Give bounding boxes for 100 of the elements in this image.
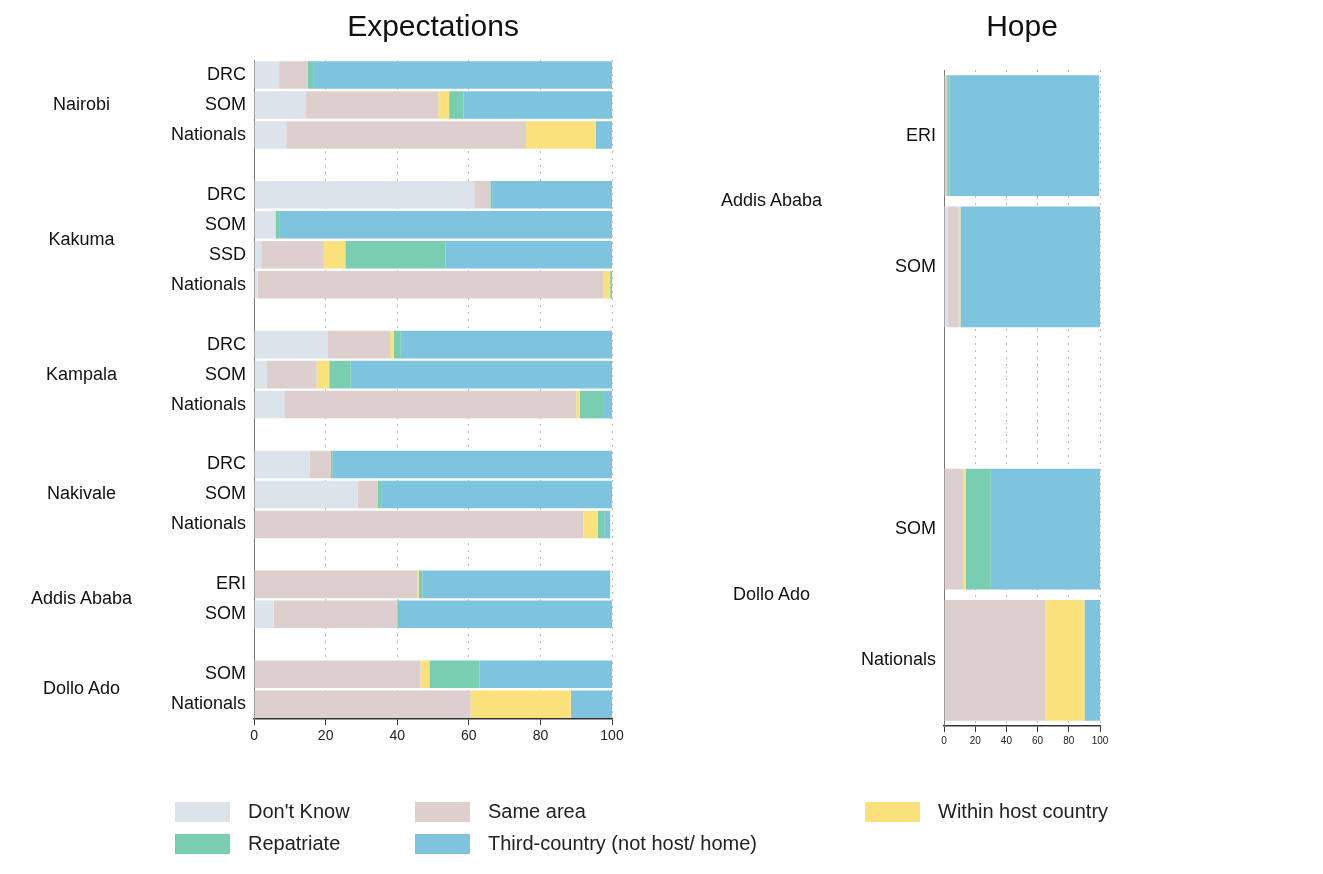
text: Nakivale xyxy=(46,483,117,504)
text: Addis Ababa xyxy=(30,588,134,609)
bar xyxy=(357,480,378,509)
legend-label: Same area xyxy=(488,800,586,823)
bar xyxy=(445,240,612,269)
x-tick-label: 80 xyxy=(532,727,549,744)
y-tick-label: Nationals xyxy=(860,649,937,670)
bar xyxy=(254,91,306,119)
y-tick-label: DRC xyxy=(207,183,247,204)
bar xyxy=(323,240,346,269)
x-tick-label: 100 xyxy=(1091,734,1109,746)
bar xyxy=(286,121,527,149)
bar xyxy=(284,390,577,419)
y-tick-label: SOM xyxy=(205,483,247,504)
bar xyxy=(603,390,612,419)
y-tick-label: SSD xyxy=(209,243,247,264)
x-tick-label: 20 xyxy=(969,734,982,746)
bar xyxy=(1084,600,1100,721)
bar xyxy=(576,390,580,419)
y-tick-label: Nationals xyxy=(170,123,247,144)
y-tick-label: Nationals xyxy=(170,693,247,714)
y-tick-label: DRC xyxy=(207,453,247,474)
bar xyxy=(960,206,1100,328)
bar xyxy=(965,468,991,590)
bar xyxy=(273,600,398,629)
y-tick-label: SOM xyxy=(205,93,247,114)
legend-label: Repatriate xyxy=(248,832,341,855)
bar xyxy=(470,690,571,718)
x-tick-label: 20 xyxy=(317,727,334,744)
bar xyxy=(947,206,959,328)
bar xyxy=(474,181,491,209)
bar xyxy=(254,660,421,689)
bar xyxy=(393,330,401,359)
bar xyxy=(429,660,480,689)
bar xyxy=(313,61,612,89)
bar xyxy=(254,480,358,509)
bar xyxy=(327,330,391,359)
bar xyxy=(309,450,331,479)
bar xyxy=(305,91,439,119)
y-tick-label: ERI xyxy=(906,124,937,145)
bar xyxy=(279,61,308,89)
bar xyxy=(399,600,612,629)
bar xyxy=(422,570,611,599)
bar xyxy=(254,181,475,209)
bar xyxy=(257,270,604,299)
bar xyxy=(492,181,612,209)
y-tick-label: SOM xyxy=(895,255,937,276)
y-tick-label: SOM xyxy=(205,663,247,684)
bar xyxy=(254,570,417,599)
bar xyxy=(254,121,287,149)
legend-label: Third-country (not host/ home) xyxy=(488,832,757,855)
bar xyxy=(279,211,612,239)
text: Kakuma xyxy=(48,228,116,249)
bar xyxy=(400,330,612,359)
y-tick-label: DRC xyxy=(207,63,247,84)
bar xyxy=(944,468,964,590)
bar xyxy=(266,360,317,389)
y-tick-label: SOM xyxy=(205,363,247,384)
bar xyxy=(381,480,612,509)
bar xyxy=(316,360,330,389)
legend-label: Within host country xyxy=(938,800,1109,823)
x-tick-label: 80 xyxy=(1063,734,1075,746)
bar xyxy=(570,690,612,718)
bar xyxy=(254,510,584,539)
bar xyxy=(1045,600,1085,721)
text: Nairobi xyxy=(52,93,111,114)
bar xyxy=(449,91,464,119)
bar xyxy=(254,211,276,239)
x-tick-label: 60 xyxy=(461,727,477,744)
bar xyxy=(254,270,258,299)
bar xyxy=(345,240,446,269)
y-tick-label: Nationals xyxy=(170,393,247,414)
bar xyxy=(604,510,611,539)
bar xyxy=(597,510,605,539)
chart-title: Expectations xyxy=(347,9,519,42)
text: Kampala xyxy=(45,363,119,384)
bar xyxy=(479,660,612,689)
bar xyxy=(254,600,274,629)
bar xyxy=(254,450,310,479)
chart-title: Hope xyxy=(986,9,1058,42)
bar xyxy=(463,91,612,119)
text: Dollo Ado xyxy=(42,678,121,699)
x-tick-label: 100 xyxy=(600,727,624,744)
bar xyxy=(438,91,450,119)
legend-label: Don't Know xyxy=(248,800,350,823)
bar xyxy=(254,390,285,419)
bar xyxy=(583,510,598,539)
y-tick-label: ERI xyxy=(216,573,247,594)
bar xyxy=(944,600,1046,721)
x-tick-label: 40 xyxy=(1000,734,1013,746)
bar xyxy=(526,121,596,149)
bar xyxy=(332,450,612,479)
y-tick-label: DRC xyxy=(207,333,247,354)
bar xyxy=(254,240,262,269)
y-tick-label: SOM xyxy=(205,603,247,624)
bar xyxy=(261,240,324,269)
x-tick-label: 0 xyxy=(941,734,948,746)
x-tick-label: 0 xyxy=(250,727,259,744)
y-tick-label: Nationals xyxy=(170,273,247,294)
bar xyxy=(254,330,328,359)
